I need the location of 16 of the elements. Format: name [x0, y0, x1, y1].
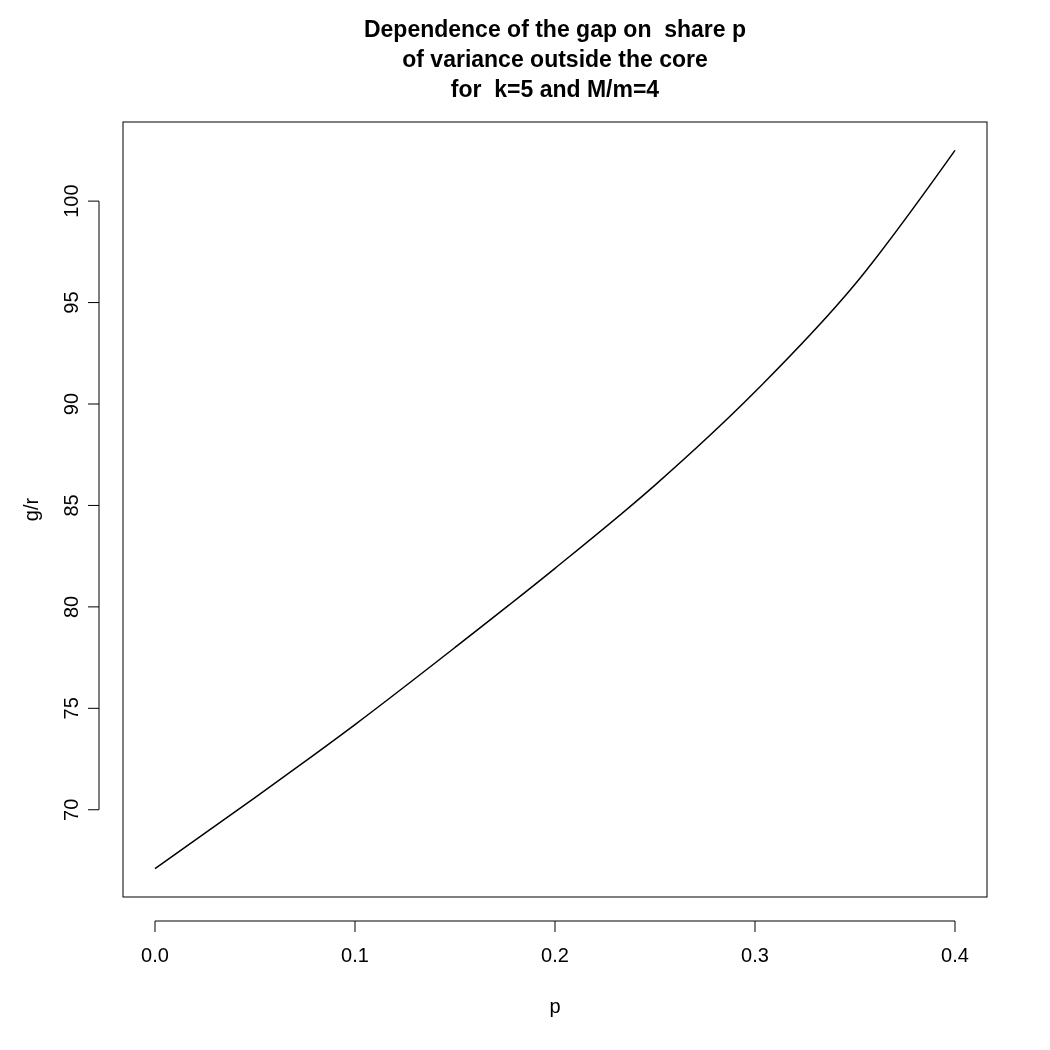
x-tick-label: 0.3 [741, 944, 769, 966]
x-axis-title: p [549, 995, 561, 1017]
y-tick-label: 70 [60, 798, 82, 821]
line-series [154, 149, 956, 870]
y-tick-label: 80 [60, 595, 82, 619]
y-tick-label: 100 [60, 184, 82, 218]
y-tick-label: 85 [60, 494, 82, 517]
x-tick-label: 0.2 [541, 944, 569, 966]
y-tick-label: 75 [60, 697, 82, 720]
chart-title: Dependence of the gap on share p of variance outside the core for k=5 and M/m=4 [363, 16, 747, 102]
x-tick-label: 0.4 [941, 944, 969, 966]
x-tick-label: 0.1 [341, 944, 369, 966]
x-tick-label: 0.0 [141, 944, 169, 966]
y-axis-title: g/r [20, 497, 42, 522]
y-tick-label: 95 [60, 291, 82, 314]
y-tick-label: 90 [60, 392, 82, 416]
